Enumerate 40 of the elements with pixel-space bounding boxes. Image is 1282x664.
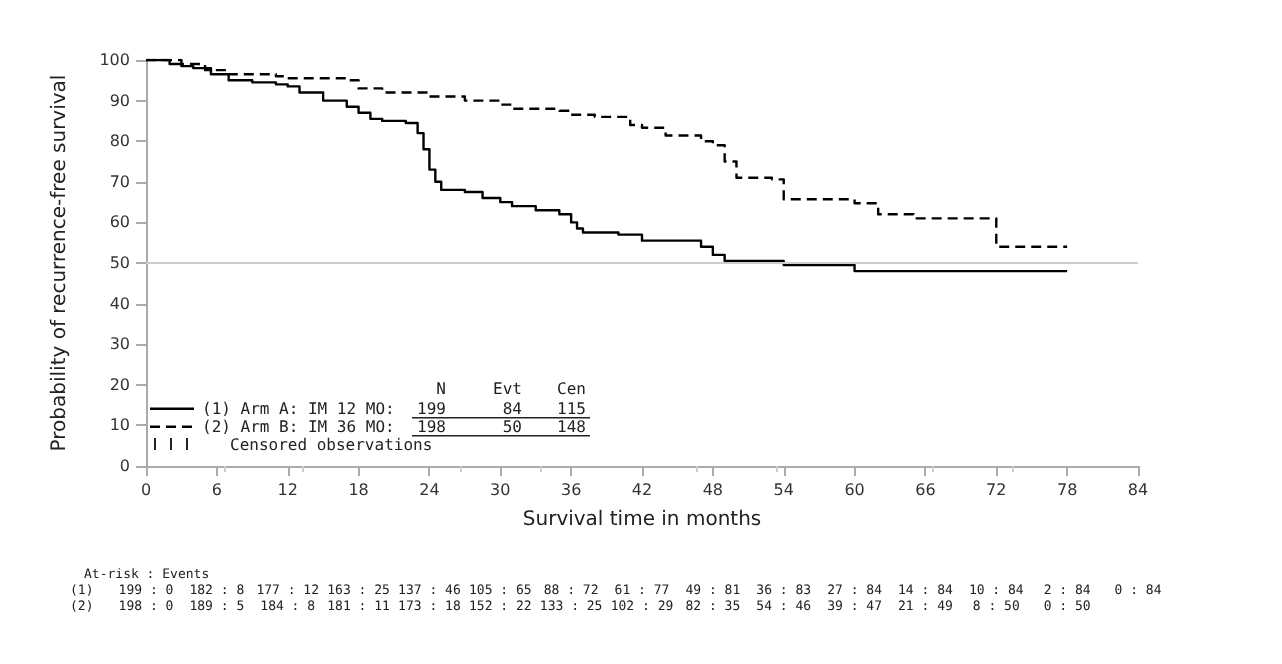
y-tick-label: 50 (109, 254, 130, 272)
x-tick-label: 0 (140, 481, 152, 499)
annotation: Cen (557, 379, 587, 398)
y-tick-label: 90 (109, 91, 130, 110)
y-tick-label: 80 (109, 132, 130, 151)
x-tick-label: 72 (986, 481, 1007, 499)
annotation: 50 (502, 417, 523, 436)
x-axis-title: Survival time in months (522, 509, 762, 531)
y-tick-label: 0 (119, 457, 130, 475)
y-axis-title: Probability of recurrence-free survival (49, 74, 71, 452)
y-tick-label: 60 (109, 213, 130, 232)
x-tick-label: 42 (631, 481, 653, 499)
x-tick-label: 30 (490, 481, 511, 499)
x-tick-label: 60 (844, 481, 865, 499)
annotation: N (436, 379, 447, 398)
annotation: 199 (417, 399, 447, 418)
annotation: Evt (493, 379, 523, 398)
annotation: Censored observations (230, 435, 433, 454)
x-tick-label: 36 (560, 481, 582, 499)
x-tick-label: 12 (277, 481, 298, 499)
y-tick-label: 30 (109, 335, 130, 354)
y-tick-label: 100 (99, 51, 130, 69)
x-tick-label: 18 (348, 481, 369, 499)
annotation: 115 (557, 399, 587, 418)
legend-label: (1) Arm A: IM 12 MO: (202, 399, 395, 418)
annotation: 198 (417, 417, 447, 436)
legend-label: (2) Arm B: IM 36 MO: (202, 417, 395, 436)
x-tick-label: 48 (702, 481, 724, 499)
x-tick-label: 6 (211, 481, 222, 499)
y-tick-label: 20 (109, 375, 130, 394)
annotation: 148 (557, 417, 587, 436)
x-tick-label: 84 (1127, 481, 1149, 499)
y-tick-label: 70 (109, 172, 130, 191)
x-tick-label: 78 (1056, 481, 1078, 499)
x-tick-label: 24 (419, 481, 440, 499)
y-tick-label: 40 (109, 294, 130, 313)
annotation: 84 (502, 399, 523, 418)
x-tick-label: 54 (773, 481, 794, 499)
x-tick-label: 66 (915, 481, 936, 499)
y-tick-label: 10 (109, 416, 130, 435)
